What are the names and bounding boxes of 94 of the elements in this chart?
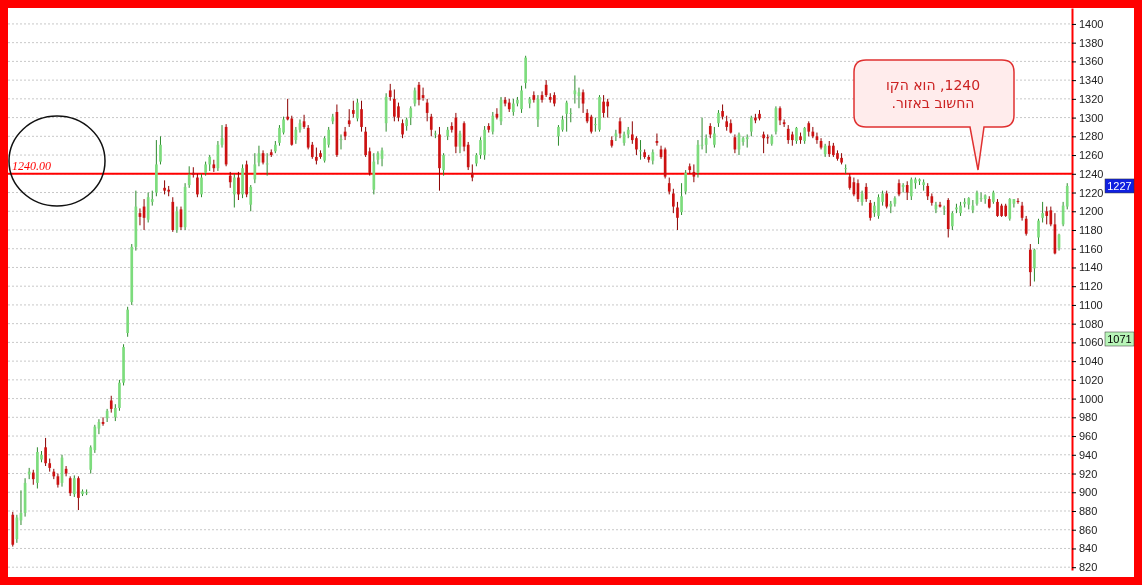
- text: 1071: [1107, 333, 1132, 345]
- annotation: 1240, הוא הקו החשוב באזור.: [884, 76, 982, 113]
- candlestick: [187, 165, 191, 189]
- candlestick: [442, 152, 445, 177]
- candlestick: [77, 475, 80, 511]
- y-tick-label: 1160: [1079, 242, 1103, 255]
- y-tick-label: 1280: [1079, 130, 1104, 143]
- candlestick: [1041, 201, 1044, 223]
- y-tick-label: 1140: [1079, 261, 1103, 274]
- candlestick: [639, 139, 642, 161]
- y-tick-label: 1400: [1079, 17, 1104, 30]
- candlestick: [44, 437, 47, 467]
- y-tick-label: 1040: [1079, 355, 1104, 368]
- text: 1227: [1107, 179, 1132, 192]
- candlestick: [864, 182, 868, 203]
- candlestick: [786, 124, 790, 145]
- candlestick: [200, 173, 203, 198]
- y-tick-label: 1240: [1079, 167, 1104, 180]
- candlestick: [676, 201, 679, 231]
- y-tick-label: 1100: [1079, 298, 1103, 311]
- y-tick-label: 1320: [1079, 92, 1104, 105]
- y-tick-label: 1360: [1079, 55, 1104, 68]
- candlestick: [360, 100, 363, 133]
- y-tick-label: 980: [1079, 411, 1098, 424]
- candlestick: [565, 100, 568, 133]
- candlestick: [68, 475, 72, 497]
- candlestick: [429, 113, 433, 137]
- y-tick-label: 1020: [1079, 373, 1104, 386]
- candlestick: [466, 141, 470, 171]
- y-tick-label: 1080: [1079, 317, 1104, 330]
- candlestick: [249, 184, 253, 212]
- candlestick: [1024, 215, 1028, 237]
- candlestick: [606, 98, 610, 119]
- candlestick: [126, 306, 129, 338]
- y-tick-label: 880: [1079, 505, 1098, 518]
- candlestick: [704, 133, 708, 154]
- y-tick-label: 1000: [1079, 392, 1104, 405]
- candlestick: [159, 135, 162, 165]
- y-tick-label: 1300: [1079, 111, 1104, 124]
- y-tick-label: 960: [1079, 430, 1098, 443]
- candlestick: [951, 210, 954, 231]
- candlestick: [1033, 248, 1036, 283]
- candlestick: [762, 131, 765, 154]
- y-tick-label: 840: [1079, 542, 1098, 555]
- y-tick-label: 1260: [1079, 149, 1104, 162]
- y-tick-label: 1380: [1079, 36, 1104, 49]
- candlestick: [630, 120, 634, 145]
- candlestick: [1049, 206, 1053, 227]
- candlestick: [401, 118, 404, 139]
- candlestick: [196, 173, 199, 198]
- candlestick: [635, 135, 638, 156]
- candlestick: [672, 188, 675, 214]
- candlestick: [877, 193, 880, 220]
- ref-line-label: 1240.00: [12, 158, 51, 173]
- y-tick-label: 860: [1079, 523, 1098, 536]
- candlestick: [237, 171, 240, 201]
- y-tick-label: 1340: [1079, 74, 1104, 87]
- candlestick: [409, 105, 413, 126]
- candlestick: [393, 88, 396, 122]
- candlestick: [713, 126, 716, 149]
- candlestick: [1037, 218, 1040, 245]
- candlestick: [1065, 182, 1069, 210]
- candlestick: [745, 133, 749, 149]
- candlestick: [491, 111, 495, 135]
- candlestick: [233, 173, 236, 209]
- y-tick-label: 900: [1079, 486, 1098, 499]
- candlestick: [909, 177, 913, 201]
- candlestick: [397, 102, 400, 122]
- candlestick: [191, 166, 195, 179]
- candlestick: [602, 94, 605, 119]
- candlestick: [1028, 243, 1032, 287]
- y-tick-label: 1180: [1079, 224, 1103, 237]
- candlestick: [425, 98, 429, 122]
- y-tick-label: 1120: [1079, 280, 1103, 293]
- candlestick: [684, 169, 687, 195]
- candlestick: [766, 133, 770, 145]
- candlestick: [146, 192, 150, 223]
- candlestick: [844, 163, 847, 175]
- candlestick: [520, 85, 523, 114]
- candlestick: [1008, 197, 1012, 222]
- candlestick: [868, 199, 872, 222]
- candlestick: [569, 107, 573, 123]
- candlestick: [749, 115, 753, 137]
- y-tick-label: 920: [1079, 467, 1098, 480]
- candlestick: [680, 182, 683, 216]
- y-tick-label: 1220: [1079, 186, 1104, 199]
- y-tick-label: 1200: [1079, 205, 1104, 218]
- y-tick-label: 940: [1079, 448, 1098, 461]
- candlestick: [589, 114, 593, 135]
- candlestick: [905, 180, 909, 201]
- candlestick: [72, 474, 76, 498]
- candlestick: [356, 98, 359, 122]
- y-tick-label: 820: [1079, 561, 1098, 574]
- y-tick-label: 1060: [1079, 336, 1104, 349]
